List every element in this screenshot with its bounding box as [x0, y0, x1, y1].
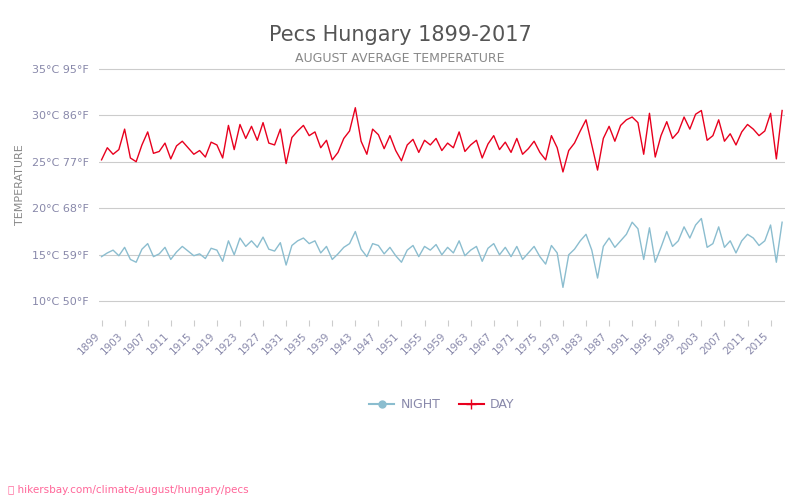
Legend: NIGHT, DAY: NIGHT, DAY — [364, 394, 520, 416]
Y-axis label: TEMPERATURE: TEMPERATURE — [15, 144, 25, 226]
Text: AUGUST AVERAGE TEMPERATURE: AUGUST AVERAGE TEMPERATURE — [295, 52, 505, 66]
Text: Pecs Hungary 1899-2017: Pecs Hungary 1899-2017 — [269, 25, 531, 45]
Text: 🔍 hikersbay.com/climate/august/hungary/pecs: 🔍 hikersbay.com/climate/august/hungary/p… — [8, 485, 249, 495]
